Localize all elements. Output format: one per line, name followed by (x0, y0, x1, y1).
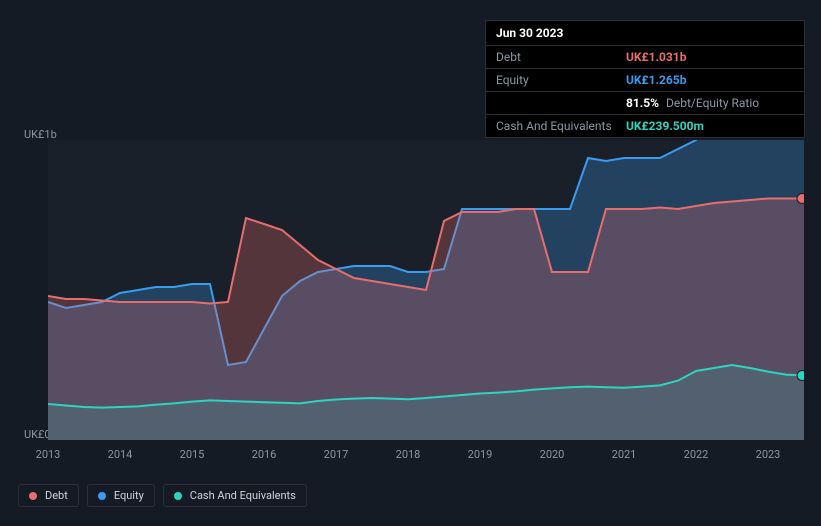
x-tick-2022: 2022 (684, 448, 709, 461)
legend-label-cash: Cash And Equivalents (190, 489, 296, 502)
legend-dot-debt (29, 492, 37, 500)
tooltip-row-equity: Equity UK£1.265b (486, 69, 804, 92)
tooltip-row-ratio: 81.5% Debt/Equity Ratio (486, 92, 804, 115)
x-axis: 2013201420152016201720182019202020212022… (48, 448, 804, 466)
tooltip-ratio-suffix: Debt/Equity Ratio (666, 96, 759, 110)
legend-item-cash[interactable]: Cash And Equivalents (163, 484, 307, 507)
x-tick-2023: 2023 (756, 448, 781, 461)
legend-item-debt[interactable]: Debt (18, 484, 79, 507)
x-tick-2015: 2015 (180, 448, 205, 461)
x-tick-2013: 2013 (36, 448, 61, 461)
tooltip-value-cash: UK£239.500m (626, 119, 704, 133)
chart-area[interactable] (48, 140, 804, 440)
chart-tooltip: Jun 30 2023 Debt UK£1.031b Equity UK£1.2… (485, 20, 805, 138)
legend-label-equity: Equity (114, 489, 144, 502)
x-tick-2017: 2017 (324, 448, 349, 461)
x-tick-2016: 2016 (252, 448, 277, 461)
x-tick-2018: 2018 (396, 448, 421, 461)
legend-dot-cash (174, 492, 182, 500)
tooltip-value-debt: UK£1.031b (626, 50, 686, 64)
legend-label-debt: Debt (45, 489, 68, 502)
cash-end-marker (797, 371, 804, 381)
legend: Debt Equity Cash And Equivalents (18, 484, 307, 507)
tooltip-value-equity: UK£1.265b (626, 73, 686, 87)
tooltip-ratio-value: 81.5% (626, 96, 659, 110)
tooltip-label-ratio (496, 96, 626, 110)
tooltip-label-equity: Equity (496, 73, 626, 87)
tooltip-date: Jun 30 2023 (486, 21, 804, 46)
tooltip-label-debt: Debt (496, 50, 626, 64)
x-tick-2019: 2019 (468, 448, 493, 461)
tooltip-label-cash: Cash And Equivalents (496, 119, 626, 133)
y-label-min: UK£0 (24, 428, 51, 441)
x-tick-2021: 2021 (612, 448, 637, 461)
legend-dot-equity (98, 492, 106, 500)
x-tick-2020: 2020 (540, 448, 565, 461)
x-tick-2014: 2014 (108, 448, 133, 461)
debt-end-marker (797, 194, 804, 204)
tooltip-row-debt: Debt UK£1.031b (486, 46, 804, 69)
chart-svg (48, 140, 804, 440)
legend-item-equity[interactable]: Equity (87, 484, 155, 507)
tooltip-row-cash: Cash And Equivalents UK£239.500m (486, 115, 804, 137)
